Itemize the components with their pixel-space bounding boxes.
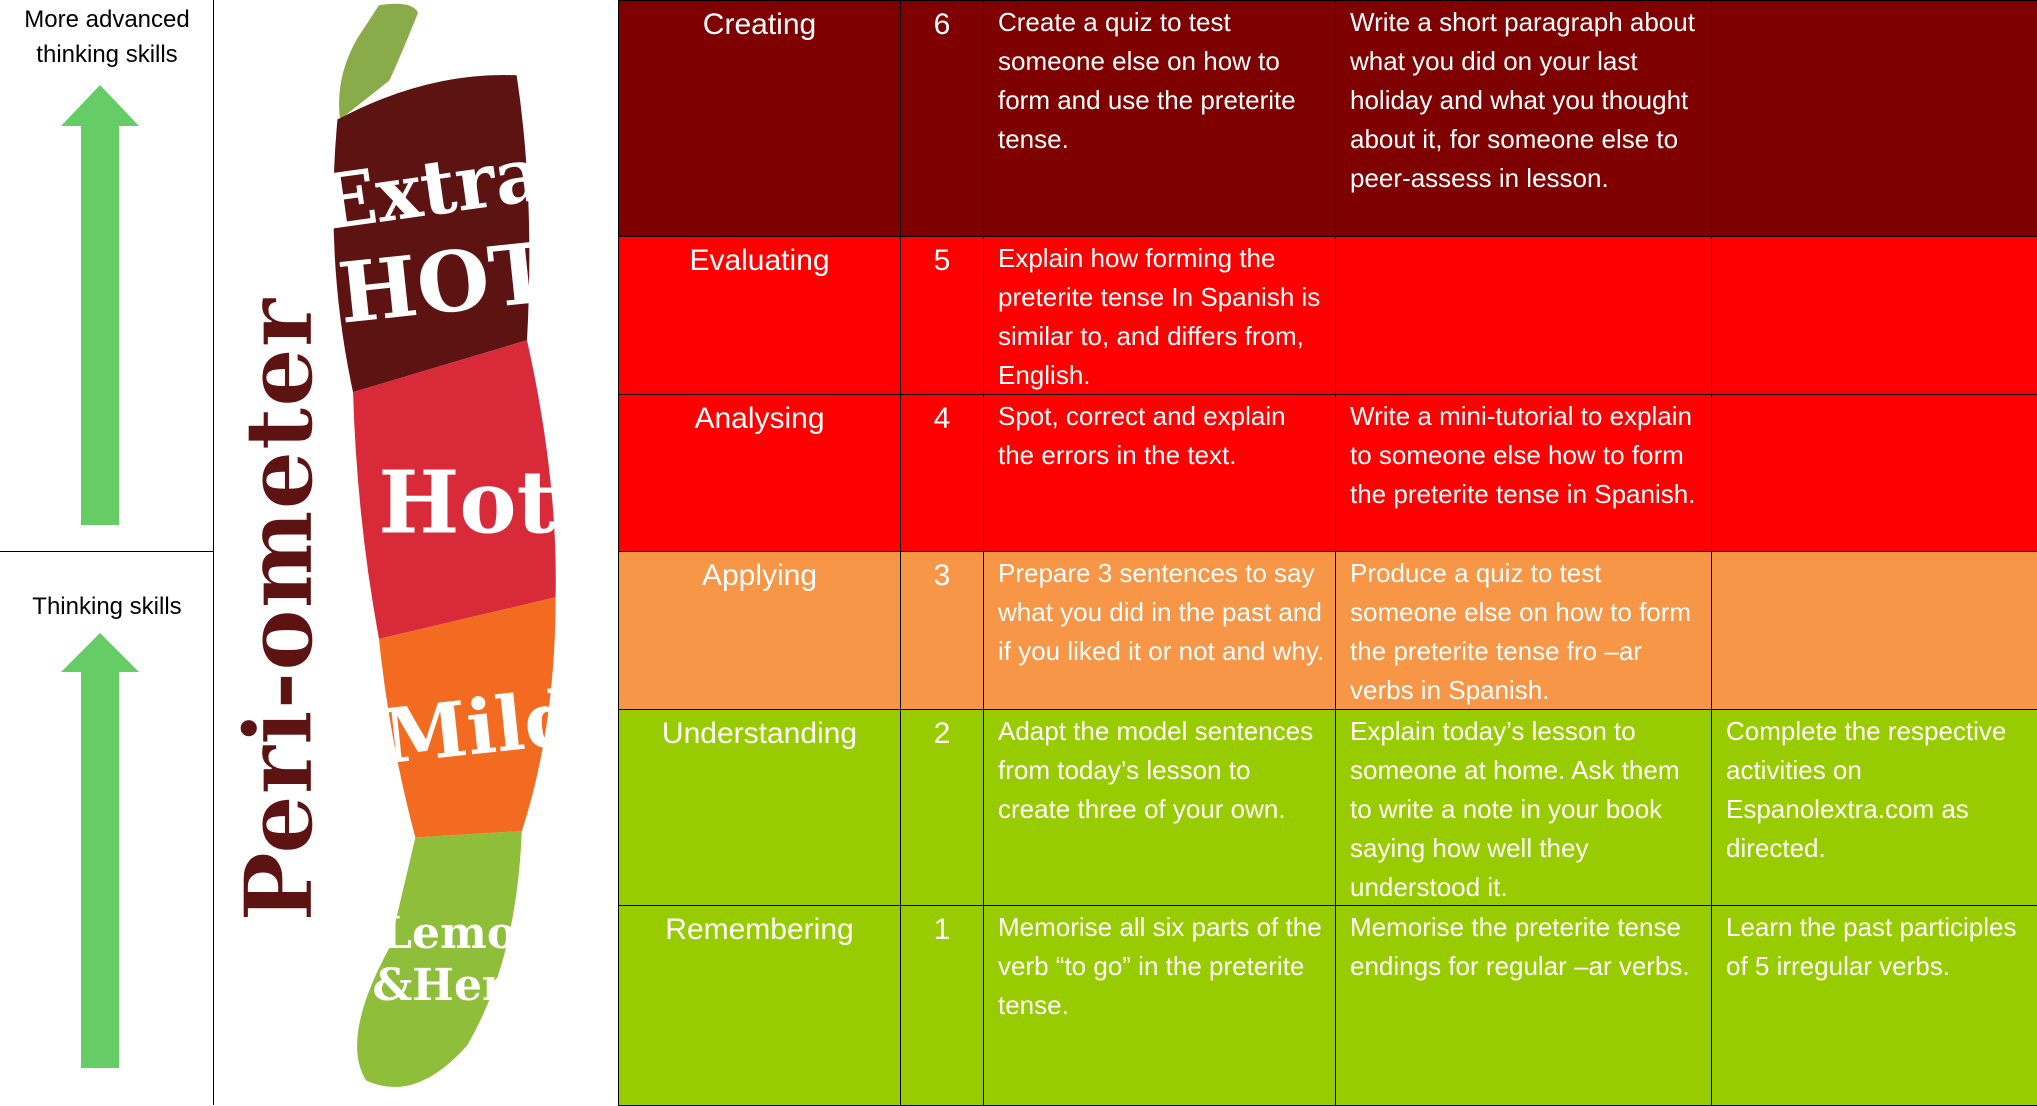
score-cell: 4: [900, 394, 984, 552]
logo-level: Lemon: [381, 908, 548, 959]
logo-level: Mild: [379, 672, 580, 781]
level-cell: Creating: [618, 0, 901, 237]
level-cell: Evaluating: [618, 236, 901, 395]
task-cell: Explain today’s lesson to someone at hom…: [1335, 709, 1712, 906]
band-lemon: [357, 831, 522, 1088]
sidebar-label: Thinking skills: [32, 593, 182, 620]
up-arrow: [61, 633, 139, 1068]
chili-logo: Extra HOT Hot Mild Lemon &Herb Peri-omet…: [224, 3, 581, 1088]
task-cell: Create a quiz to test someone else on ho…: [983, 0, 1336, 237]
sidebar: More advanced thinking skills Thinking s…: [0, 0, 214, 1105]
task-cell: [1335, 236, 1712, 395]
task-cell: Learn the past participles of 5 irregula…: [1711, 905, 2037, 1106]
band-hot: [353, 340, 556, 639]
score-cell: 2: [900, 709, 984, 906]
level-cell: Understanding: [618, 709, 901, 906]
stem: [339, 3, 418, 120]
task-cell: Complete the respective activities on Es…: [1711, 709, 2037, 906]
logo-brand: Peri-ometer: [224, 297, 334, 922]
level-cell: Remembering: [618, 905, 901, 1106]
task-cell: Spot, correct and explain the errors in …: [983, 394, 1336, 552]
task-cell: Explain how forming the preterite tense …: [983, 236, 1336, 395]
level-cell: Applying: [618, 551, 901, 710]
sidebar-label: More advanced thinking skills: [24, 6, 190, 68]
task-cell: [1711, 394, 2037, 552]
logo-level: HOT: [334, 223, 556, 343]
divider: [0, 551, 214, 552]
score-cell: 6: [900, 0, 984, 237]
level-cell: Analysing: [618, 394, 901, 552]
arrows: [61, 85, 139, 1068]
band-mild: [378, 597, 556, 838]
task-cell: Prepare 3 sentences to say what you did …: [983, 551, 1336, 710]
score-cell: 3: [900, 551, 984, 710]
task-cell: [1711, 0, 2037, 237]
task-cell: Adapt the model sentences from today’s l…: [983, 709, 1336, 906]
task-cell: [1711, 236, 2037, 395]
task-cell: Memorise the preterite tense endings for…: [1335, 905, 1712, 1106]
logo-level: Hot: [378, 453, 556, 553]
task-cell: Write a short paragraph about what you d…: [1335, 0, 1712, 237]
task-cell: Memorise all six parts of the verb “to g…: [983, 905, 1336, 1106]
task-cell: Produce a quiz to test someone else on h…: [1335, 551, 1712, 710]
score-cell: 1: [900, 905, 984, 1106]
task-cell: Write a mini-tutorial to explain to some…: [1335, 394, 1712, 552]
task-cell: [1711, 551, 2037, 710]
logo-level: &Herb: [372, 960, 536, 1011]
score-cell: 5: [900, 236, 984, 395]
up-arrow: [61, 85, 139, 525]
band-extra-hot: [333, 75, 530, 393]
